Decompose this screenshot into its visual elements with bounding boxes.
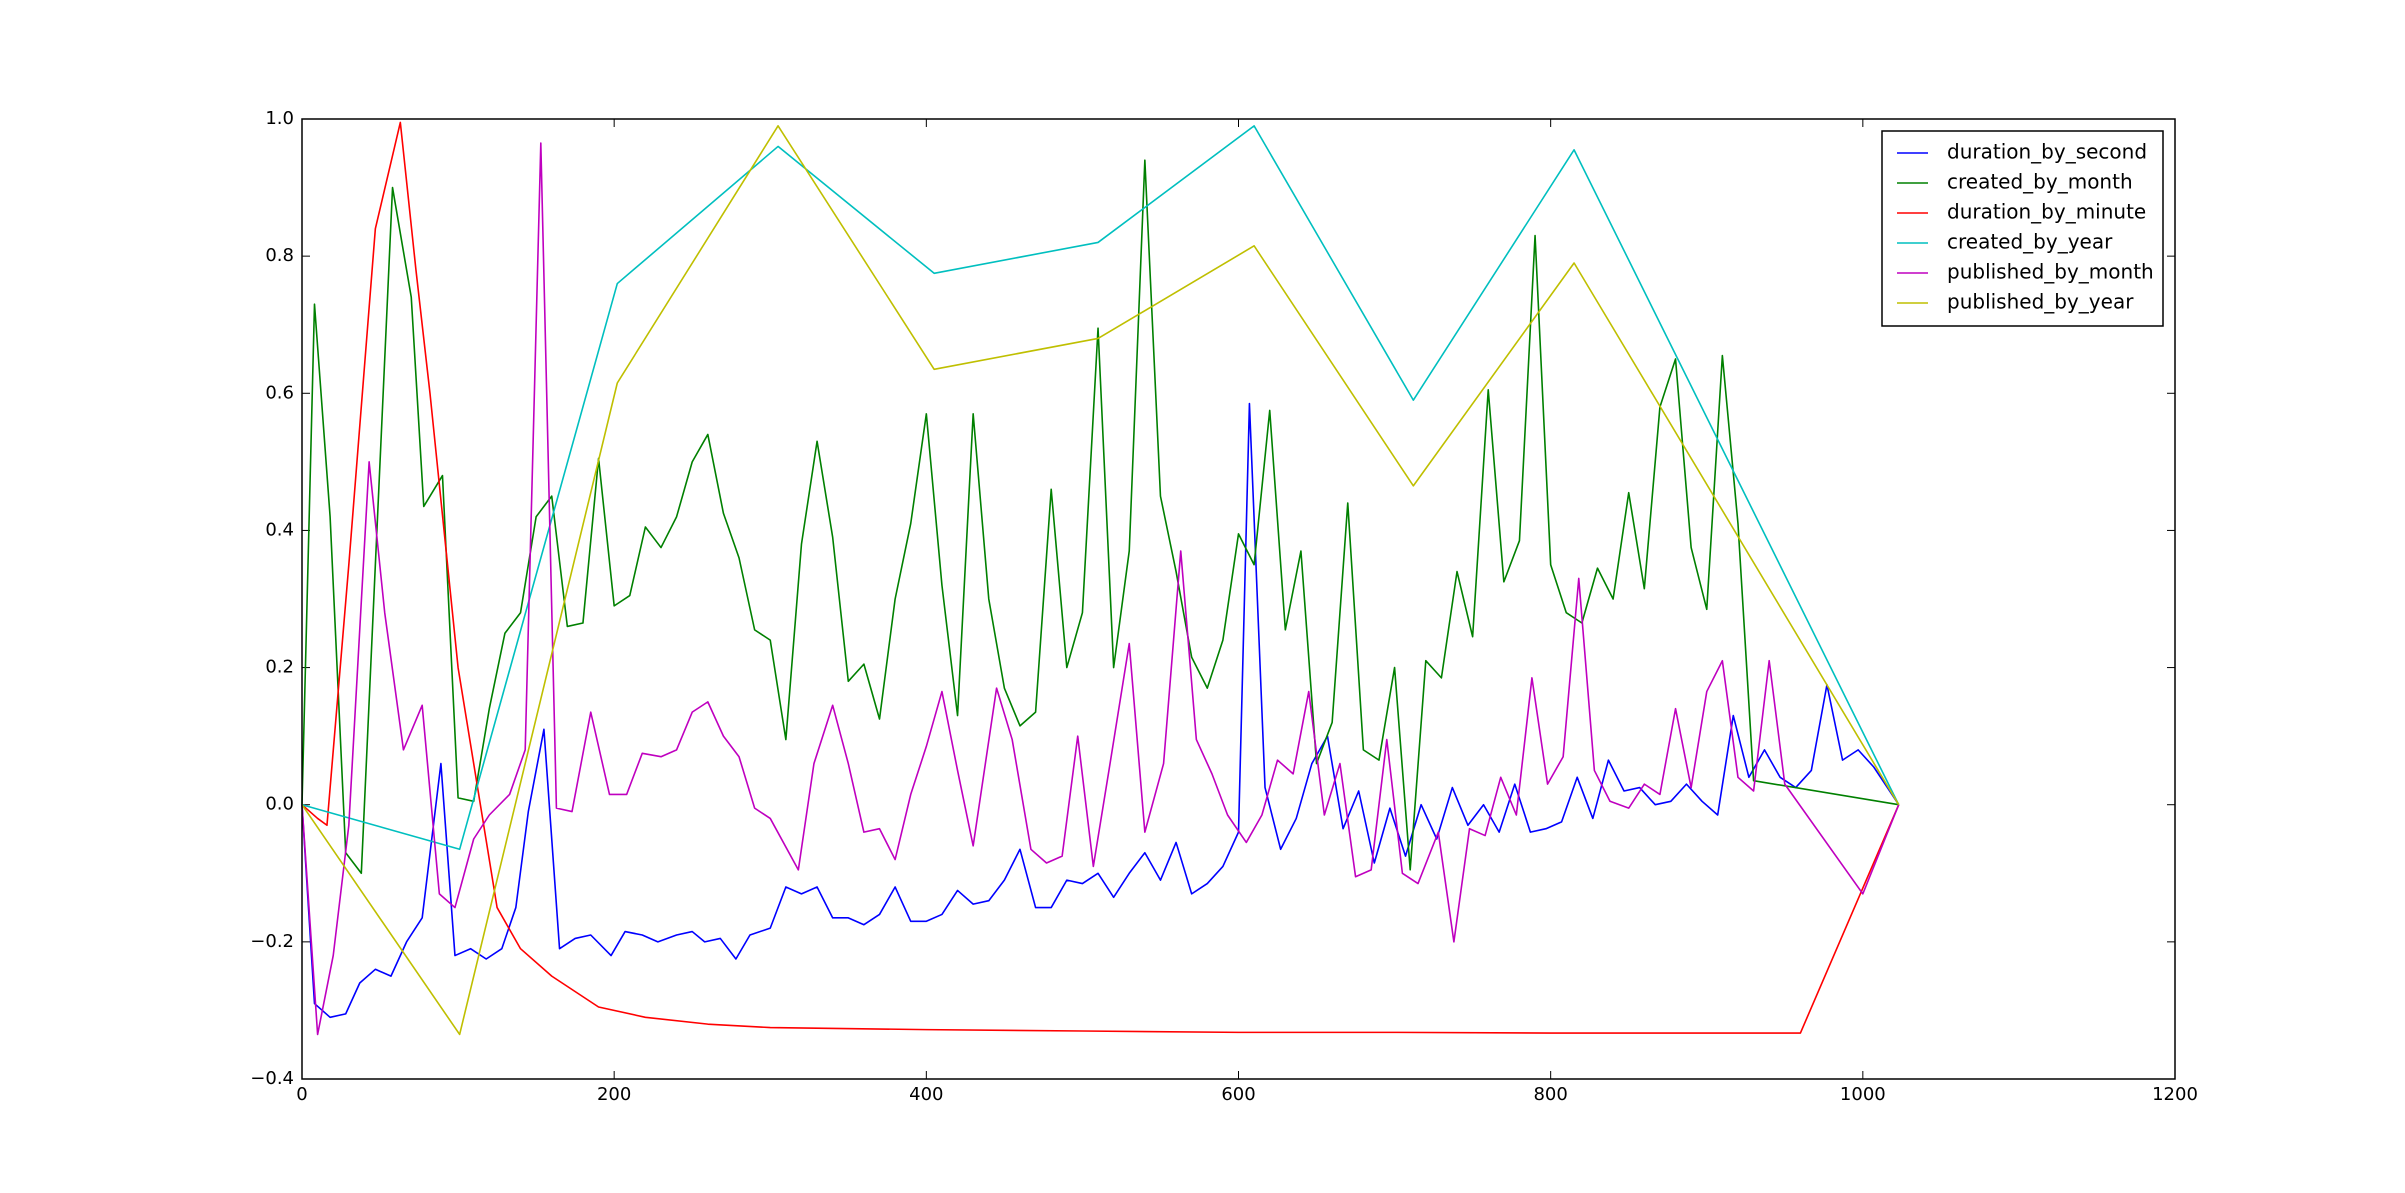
y-tick-label: 0.8	[265, 245, 294, 266]
y-tick-label: 0.0	[265, 794, 294, 815]
y-tick-label: −0.2	[250, 931, 294, 952]
x-tick-label: 200	[597, 1084, 631, 1105]
x-tick-label: 400	[909, 1084, 943, 1105]
x-tick-label: 1200	[2152, 1084, 2198, 1105]
x-tick-label: 800	[1533, 1084, 1567, 1105]
y-tick-label: 1.0	[265, 108, 294, 129]
y-tick-label: 0.4	[265, 519, 294, 540]
x-tick-label: 0	[296, 1084, 307, 1105]
legend-label: published_by_year	[1947, 290, 2134, 314]
series-line	[301, 125, 1900, 1036]
legend-label: created_by_year	[1947, 230, 2113, 254]
series-line	[301, 402, 1900, 1019]
x-tick-label: 1000	[1840, 1084, 1886, 1105]
y-tick-label: 0.2	[265, 657, 294, 678]
series-line	[301, 125, 1900, 851]
x-tick-label: 600	[1221, 1084, 1255, 1105]
plot-frame	[301, 118, 2176, 1080]
legend-box	[1881, 130, 2164, 327]
series-line	[301, 142, 1900, 1036]
legend-label: created_by_month	[1947, 170, 2133, 194]
legend-label: duration_by_second	[1947, 140, 2147, 164]
legend-label: published_by_month	[1947, 260, 2154, 284]
series-line	[301, 159, 1899, 875]
series-line	[301, 121, 1900, 1034]
y-tick-label: −0.4	[250, 1068, 294, 1089]
y-tick-label: 0.6	[265, 382, 294, 403]
legend-label: duration_by_minute	[1947, 200, 2146, 224]
